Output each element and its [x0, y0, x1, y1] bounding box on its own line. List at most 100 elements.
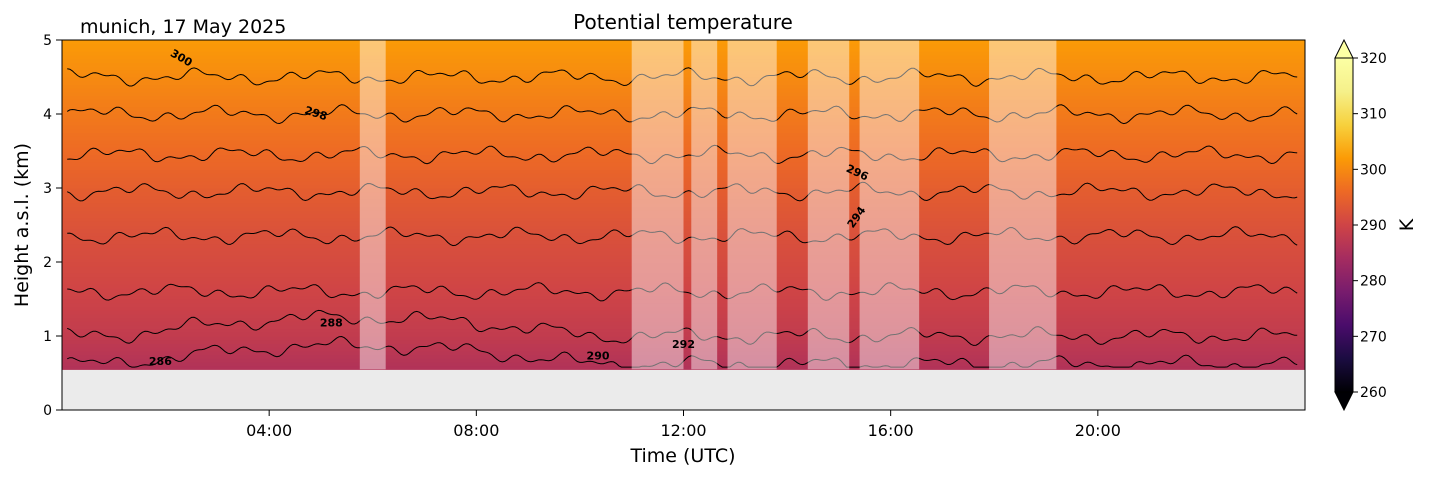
y-tick-label: 2 [43, 255, 52, 271]
colorbar-tick-label: 300 [1360, 162, 1387, 178]
contour-line-288 [67, 309, 1298, 346]
heatmap-cell [62, 354, 1305, 359]
x-tick-label: 16:00 [868, 421, 914, 440]
heatmap-cell [62, 302, 1305, 307]
heatmap-cell [62, 295, 1305, 300]
heatmap-cell [62, 284, 1305, 289]
heatmap-cell [62, 306, 1305, 311]
heatmap-cell [62, 184, 1305, 189]
contour-label: 292 [672, 338, 695, 351]
y-tick-label: 0 [43, 403, 52, 419]
heatmap-cell [62, 73, 1305, 78]
heatmap-cell [62, 158, 1305, 163]
colorbar-tick-label: 310 [1360, 107, 1387, 123]
heatmap-cell [62, 88, 1305, 93]
heatmap-cell [62, 206, 1305, 211]
heatmap-cell [62, 217, 1305, 222]
heatmap-cell [62, 162, 1305, 167]
contour-line-290 [67, 282, 1298, 302]
heatmap-cell [62, 343, 1305, 348]
heatmap-cell [62, 121, 1305, 126]
y-axis-label: Height a.s.l. (km) [11, 143, 33, 307]
heatmap-cell [62, 328, 1305, 333]
contour-line-298 [66, 104, 1298, 125]
masked-periods-layer [359, 40, 1057, 370]
heatmap-cell [62, 269, 1305, 274]
location-date-label: munich, 17 May 2025 [80, 16, 286, 38]
contour-line-286 [67, 335, 1298, 368]
colorbar-extend-max [1334, 38, 1354, 59]
chart-title: Potential temperature [573, 10, 793, 34]
contour-label: 288 [320, 316, 343, 329]
heatmap-cell [62, 332, 1305, 337]
x-tick-label: 20:00 [1075, 421, 1121, 440]
heatmap-cell [62, 210, 1305, 215]
x-axis-label: Time (UTC) [629, 445, 735, 467]
heatmap-cell [62, 254, 1305, 259]
masked-period [859, 40, 920, 370]
heatmap-cell [62, 191, 1305, 196]
heatmap-cell [62, 106, 1305, 111]
heatmap-cell [62, 365, 1305, 370]
heatmap-cell [62, 176, 1305, 182]
heatmap-cell [62, 250, 1305, 256]
heatmap-cell [62, 51, 1305, 56]
heatmap-cell [62, 358, 1305, 363]
masked-period [359, 40, 386, 370]
heatmap-cell [62, 225, 1305, 230]
heatmap-cell [62, 173, 1305, 178]
masked-period [989, 40, 1057, 370]
masked-period [691, 40, 718, 370]
heatmap-cell [62, 84, 1305, 89]
colorbar-tick-label: 280 [1360, 274, 1387, 290]
heatmap-cell [62, 65, 1305, 71]
masked-period [807, 40, 850, 370]
heatmap-cell [62, 147, 1305, 152]
heatmap-cell [62, 202, 1305, 208]
heatmap-cell [62, 95, 1305, 100]
heatmap-cell [62, 117, 1305, 122]
x-tick-label: 12:00 [660, 421, 706, 440]
contour-label: 286 [149, 355, 172, 368]
heatmap-cell [62, 69, 1305, 74]
heatmap-cell [62, 180, 1305, 185]
x-axis: 04:00 08:00 12:00 16:00 20:00 [246, 410, 1121, 440]
heatmap-cell [62, 236, 1305, 241]
heatmap-cell [62, 313, 1305, 319]
heatmap-cell [62, 128, 1305, 134]
heatmap-cell [62, 243, 1305, 248]
heatmap-cell [62, 188, 1305, 193]
heatmap-cell [62, 262, 1305, 267]
heatmap-cell [62, 280, 1305, 285]
heatmap-cell [62, 58, 1305, 63]
heatmap-cell [62, 276, 1305, 282]
heatmap-cell [62, 350, 1305, 356]
contour-layer [66, 67, 1298, 368]
contour-line-294 [66, 181, 1298, 202]
heatmap-cell [62, 139, 1305, 145]
heatmap-cell [62, 265, 1305, 270]
heatmap-cell [62, 310, 1305, 315]
heatmap-cell [62, 291, 1305, 296]
masked-period [631, 40, 684, 370]
heatmap-cell [62, 136, 1305, 141]
colorbar-label: K [1396, 218, 1418, 231]
y-axis: 0 1 2 3 4 5 [43, 33, 62, 419]
colorbar-gradient [1334, 57, 1354, 393]
heatmap-cell [62, 239, 1305, 245]
heatmap-cell [62, 213, 1305, 219]
heatmap-cell [62, 165, 1305, 171]
heatmap-cell [62, 40, 1305, 45]
heatmap-cell [62, 258, 1305, 263]
heatmap-cell [62, 321, 1305, 326]
heatmap-cell [62, 62, 1305, 67]
heatmap-cell [62, 232, 1305, 237]
heatmap-cell [62, 228, 1305, 233]
heatmap-cell [62, 221, 1305, 226]
heatmap-cell [62, 102, 1305, 108]
heatmap-cell [62, 80, 1305, 85]
heatmap-cell [62, 169, 1305, 174]
heatmap-cell [62, 114, 1305, 119]
heatmap-cell [62, 199, 1305, 204]
colorbar-tick-label: 320 [1360, 51, 1387, 67]
